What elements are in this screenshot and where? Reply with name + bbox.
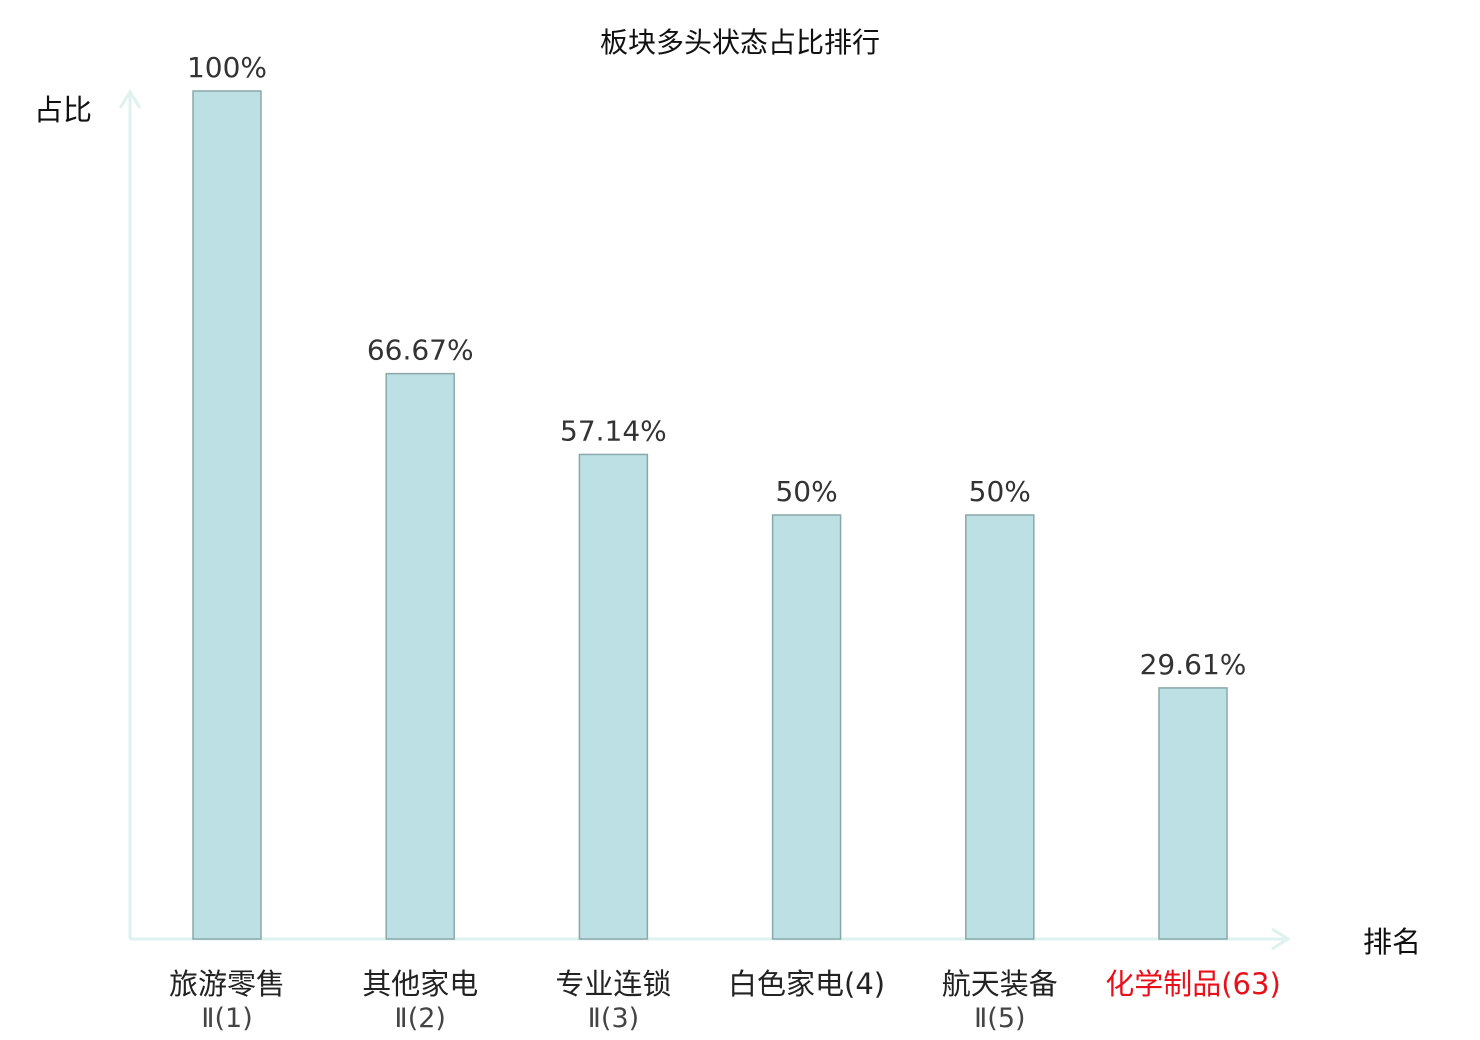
x-tick-label: 旅游零售: [169, 967, 285, 1001]
data-label: 50%: [775, 475, 837, 508]
x-tick-label: Ⅱ(2): [394, 1003, 446, 1034]
x-tick-label: 其他家电: [362, 967, 478, 1001]
x-tick-label: Ⅱ(1): [201, 1003, 253, 1034]
bar: [385, 372, 455, 940]
x-tick-label: Ⅱ(3): [588, 1003, 640, 1034]
x-tick-label: 化学制品(63): [1105, 967, 1281, 1001]
x-tick-label: 白色家电(4): [728, 967, 885, 1001]
data-label: 66.67%: [367, 334, 474, 367]
x-axis-label: 排名: [1363, 925, 1421, 959]
bar: [1158, 687, 1228, 940]
data-label: 29.61%: [1140, 648, 1247, 681]
y-axis-arrow-icon: [118, 89, 142, 109]
x-tick-label: 专业连锁: [555, 967, 671, 1001]
data-label: 57.14%: [560, 414, 667, 447]
bar: [771, 514, 842, 940]
chart-title: 板块多头状态占比排行: [600, 26, 880, 59]
x-tick-label: Ⅱ(5): [974, 1003, 1026, 1034]
bar: [192, 90, 262, 940]
x-axis-arrow-icon: [1271, 927, 1291, 951]
y-axis-label: 占比: [34, 93, 92, 127]
data-label: 100%: [187, 51, 267, 84]
data-label: 50%: [969, 475, 1031, 508]
bar: [965, 514, 1035, 940]
x-tick-label: 航天装备: [942, 967, 1058, 1001]
bar: [578, 453, 649, 940]
axes: [118, 89, 1291, 951]
